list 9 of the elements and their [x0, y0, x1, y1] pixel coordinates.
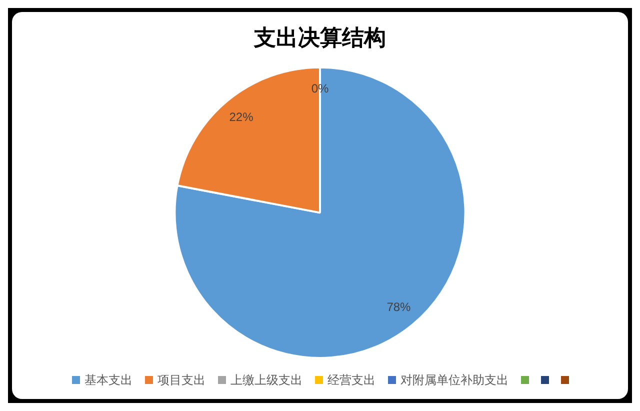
text: 0%	[311, 82, 329, 96]
legend-label: 经营支出	[328, 372, 376, 388]
data-label: 22%	[229, 110, 254, 124]
legend-label: 基本支出	[84, 372, 132, 388]
legend-label: 对附属单位补助支出	[400, 372, 508, 388]
chart-title: 支出决算结构	[253, 26, 386, 51]
legend-label: 上缴上级支出	[230, 372, 302, 388]
legend-label: 项目支出	[158, 372, 206, 388]
data-label: 78%	[386, 300, 412, 314]
